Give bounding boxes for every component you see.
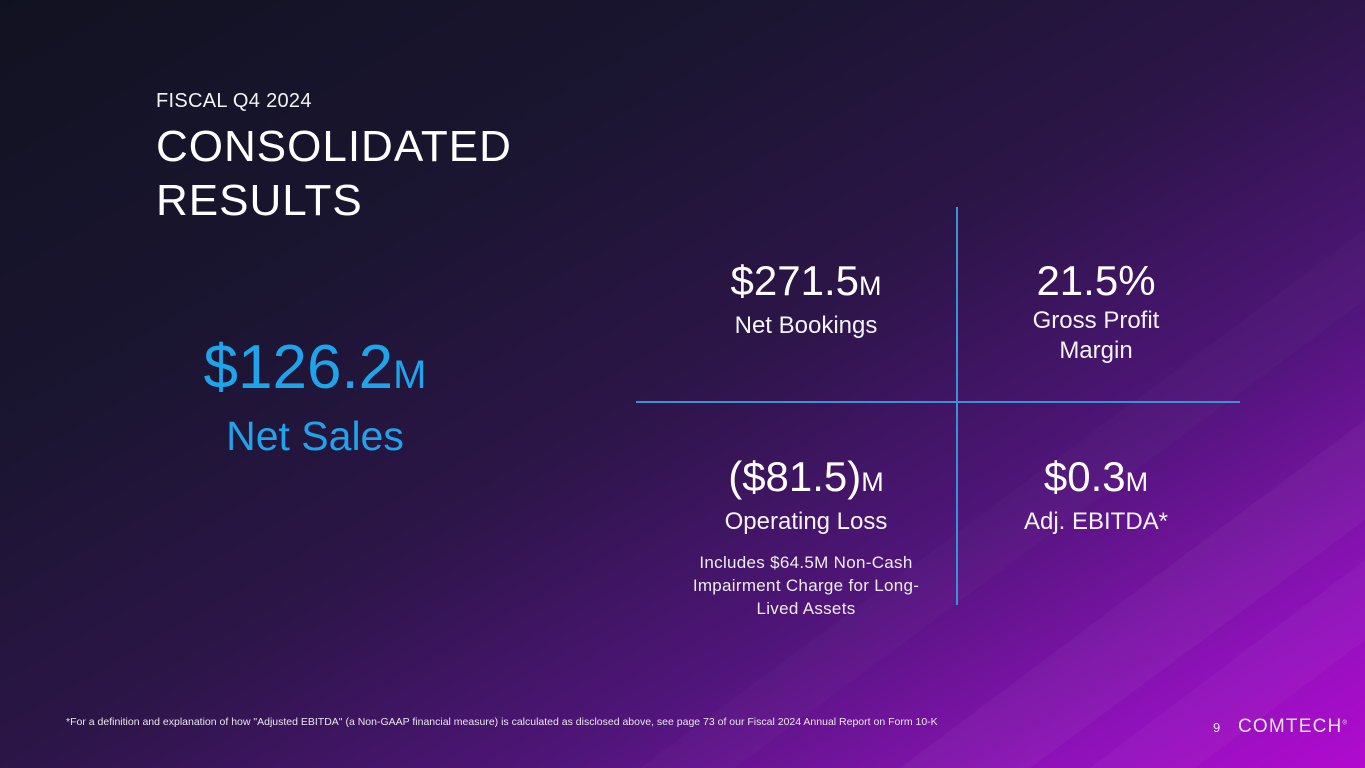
registered-mark: ® (1342, 720, 1347, 727)
net-sales-label: Net Sales (226, 413, 404, 459)
metric-value: $271.5M (676, 256, 936, 311)
metric-label-line-2: Margin (1059, 337, 1133, 364)
footnote: *For a definition and explanation of how… (66, 716, 938, 728)
metric-net-bookings: $271.5M Net Bookings (676, 256, 936, 341)
impairment-note-line-1: Includes $64.5M Non-Cash (699, 553, 913, 572)
slide-title: CONSOLIDATED RESULTS (156, 120, 512, 228)
impairment-note: Includes $64.5M Non-Cash Impairment Char… (676, 551, 936, 620)
metric-unit: M (1125, 467, 1149, 497)
net-sales-value: $126.2M (150, 332, 480, 411)
net-sales-unit: M (393, 353, 427, 397)
metric-label-line-1: Gross Profit (1032, 307, 1160, 334)
metric-amount: $0.3 (1043, 453, 1126, 500)
metric-value: 21.5% (976, 256, 1216, 306)
net-sales-amount: $126.2 (203, 333, 394, 402)
vertical-divider (956, 207, 958, 605)
logo-text: COMTECH (1238, 716, 1343, 737)
metric-unit: M (861, 467, 884, 497)
metric-gross-profit-margin: 21.5% Gross Profit Margin (976, 256, 1216, 366)
metric-label: Gross Profit Margin (976, 306, 1216, 366)
metric-value: $0.3M (976, 452, 1216, 507)
metric-value: ($81.5)M (676, 452, 936, 507)
page-number: 9 (1213, 720, 1221, 735)
metric-amount: 21.5% (1036, 257, 1156, 304)
metric-amount: ($81.5) (728, 453, 862, 500)
slide-title-line-1: CONSOLIDATED (156, 122, 512, 171)
metric-adj-ebitda: $0.3M Adj. EBITDA* (976, 452, 1216, 537)
slide-title-line-2: RESULTS (156, 176, 363, 225)
comtech-logo: COMTECH® (1238, 716, 1347, 738)
metric-unit: M (858, 271, 882, 301)
impairment-note-line-2: Impairment Charge for Long- (692, 576, 920, 595)
horizontal-divider (636, 401, 1240, 403)
metric-label: Adj. EBITDA* (1023, 508, 1169, 535)
impairment-note-line-3: Lived Assets (756, 599, 856, 618)
slide-subtitle: FISCAL Q4 2024 (156, 90, 312, 112)
metric-label: Net Bookings (734, 312, 878, 339)
net-sales-highlight: $126.2M Net Sales (150, 332, 480, 461)
metric-label: Operating Loss (724, 508, 888, 535)
metric-operating-loss: ($81.5)M Operating Loss Includes $64.5M … (676, 452, 936, 620)
metric-amount: $271.5 (730, 257, 859, 304)
